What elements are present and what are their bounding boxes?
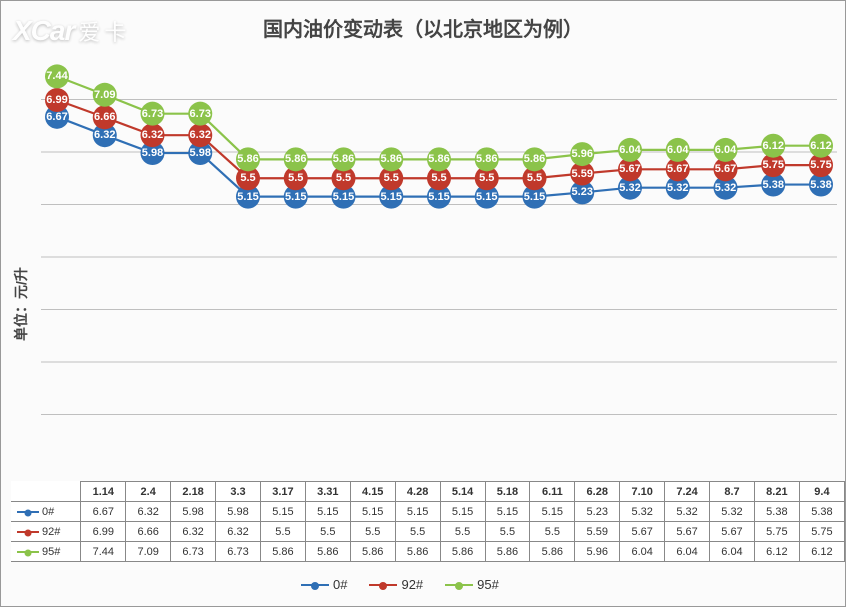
table-cell: 6.04 bbox=[620, 542, 665, 562]
table-cell: 6.32 bbox=[216, 522, 261, 542]
legend-label: 0# bbox=[333, 577, 347, 592]
table-col-header: 2.4 bbox=[126, 482, 171, 502]
table-col-header: 6.11 bbox=[530, 482, 575, 502]
table-col-header: 5.18 bbox=[485, 482, 530, 502]
table-cell: 6.32 bbox=[171, 522, 216, 542]
table-cell: 5.32 bbox=[620, 502, 665, 522]
table-row-header: 0# bbox=[11, 502, 81, 522]
table-cell: 5.5 bbox=[440, 522, 485, 542]
table-cell: 5.15 bbox=[395, 502, 440, 522]
table-cell: 5.15 bbox=[485, 502, 530, 522]
table-col-header: 8.7 bbox=[710, 482, 755, 502]
table-cell: 6.99 bbox=[81, 522, 126, 542]
table-col-header: 1.14 bbox=[81, 482, 126, 502]
table-cell: 5.15 bbox=[530, 502, 575, 522]
table-cell: 5.5 bbox=[395, 522, 440, 542]
oil-price-chart: { "title":{"text":"国内油价变动表（以北京地区为例）","fo… bbox=[0, 0, 846, 607]
table-col-header: 7.24 bbox=[665, 482, 710, 502]
legend-item: 92# bbox=[369, 577, 423, 592]
table-cell: 5.5 bbox=[485, 522, 530, 542]
table-cell: 6.32 bbox=[126, 502, 171, 522]
data-table: 1.142.42.183.33.173.314.154.285.145.186.… bbox=[11, 481, 845, 562]
table-cell: 5.5 bbox=[350, 522, 395, 542]
table-cell: 6.12 bbox=[754, 542, 799, 562]
table-cell: 6.73 bbox=[216, 542, 261, 562]
table-col-header: 3.3 bbox=[216, 482, 261, 502]
table-cell: 5.5 bbox=[260, 522, 305, 542]
table-cell: 6.67 bbox=[81, 502, 126, 522]
table-cell: 5.86 bbox=[485, 542, 530, 562]
table-cell: 5.38 bbox=[799, 502, 844, 522]
table-col-header: 2.18 bbox=[171, 482, 216, 502]
table-col-header: 3.17 bbox=[260, 482, 305, 502]
table-cell: 5.67 bbox=[620, 522, 665, 542]
table-col-header: 6.28 bbox=[575, 482, 620, 502]
table-cell: 5.32 bbox=[710, 502, 755, 522]
table-cell: 6.04 bbox=[665, 542, 710, 562]
table-cell: 5.59 bbox=[575, 522, 620, 542]
table-row-header: 95# bbox=[11, 542, 81, 562]
table-cell: 5.86 bbox=[395, 542, 440, 562]
legend-marker bbox=[445, 584, 473, 586]
table-cell: 5.86 bbox=[530, 542, 575, 562]
table-cell: 6.66 bbox=[126, 522, 171, 542]
table-col-header: 4.28 bbox=[395, 482, 440, 502]
table-cell: 5.15 bbox=[305, 502, 350, 522]
plot-area bbox=[41, 47, 837, 467]
table-cell: 6.04 bbox=[710, 542, 755, 562]
table-cell: 5.98 bbox=[216, 502, 261, 522]
table-cell: 5.5 bbox=[530, 522, 575, 542]
table-cell: 6.73 bbox=[171, 542, 216, 562]
watermark-brand-cn: 爱卡 bbox=[78, 20, 130, 45]
table-cell: 5.5 bbox=[305, 522, 350, 542]
table-cell: 5.15 bbox=[440, 502, 485, 522]
table-col-header: 3.31 bbox=[305, 482, 350, 502]
table-cell: 7.09 bbox=[126, 542, 171, 562]
watermark: XCar爱卡 bbox=[13, 15, 130, 47]
table-cell: 5.86 bbox=[350, 542, 395, 562]
table-cell: 5.75 bbox=[799, 522, 844, 542]
table-col-header: 7.10 bbox=[620, 482, 665, 502]
table-col-header: 4.15 bbox=[350, 482, 395, 502]
table-cell: 5.38 bbox=[754, 502, 799, 522]
table-cell: 5.86 bbox=[305, 542, 350, 562]
legend-item: 95# bbox=[445, 577, 499, 592]
table-cell: 5.86 bbox=[440, 542, 485, 562]
table-row-header: 92# bbox=[11, 522, 81, 542]
table-cell: 5.67 bbox=[665, 522, 710, 542]
table-cell: 5.15 bbox=[350, 502, 395, 522]
table-cell: 5.67 bbox=[710, 522, 755, 542]
table-col-header: 8.21 bbox=[754, 482, 799, 502]
table-cell: 5.32 bbox=[665, 502, 710, 522]
legend: 0# 92# 95# bbox=[301, 577, 499, 592]
table-cell: 7.44 bbox=[81, 542, 126, 562]
legend-marker bbox=[301, 584, 329, 586]
table-cell: 5.75 bbox=[754, 522, 799, 542]
table-cell: 5.23 bbox=[575, 502, 620, 522]
table-cell: 5.96 bbox=[575, 542, 620, 562]
table-cell: 5.98 bbox=[171, 502, 216, 522]
legend-item: 0# bbox=[301, 577, 347, 592]
table-cell: 5.15 bbox=[260, 502, 305, 522]
watermark-brand: XCar bbox=[13, 15, 74, 46]
legend-label: 95# bbox=[477, 577, 499, 592]
table-col-header: 5.14 bbox=[440, 482, 485, 502]
table-col-header: 9.4 bbox=[799, 482, 844, 502]
table-cell: 6.12 bbox=[799, 542, 844, 562]
legend-marker bbox=[369, 584, 397, 586]
table-cell: 5.86 bbox=[260, 542, 305, 562]
legend-label: 92# bbox=[401, 577, 423, 592]
y-axis-label: 单位：元/升 bbox=[11, 267, 31, 341]
